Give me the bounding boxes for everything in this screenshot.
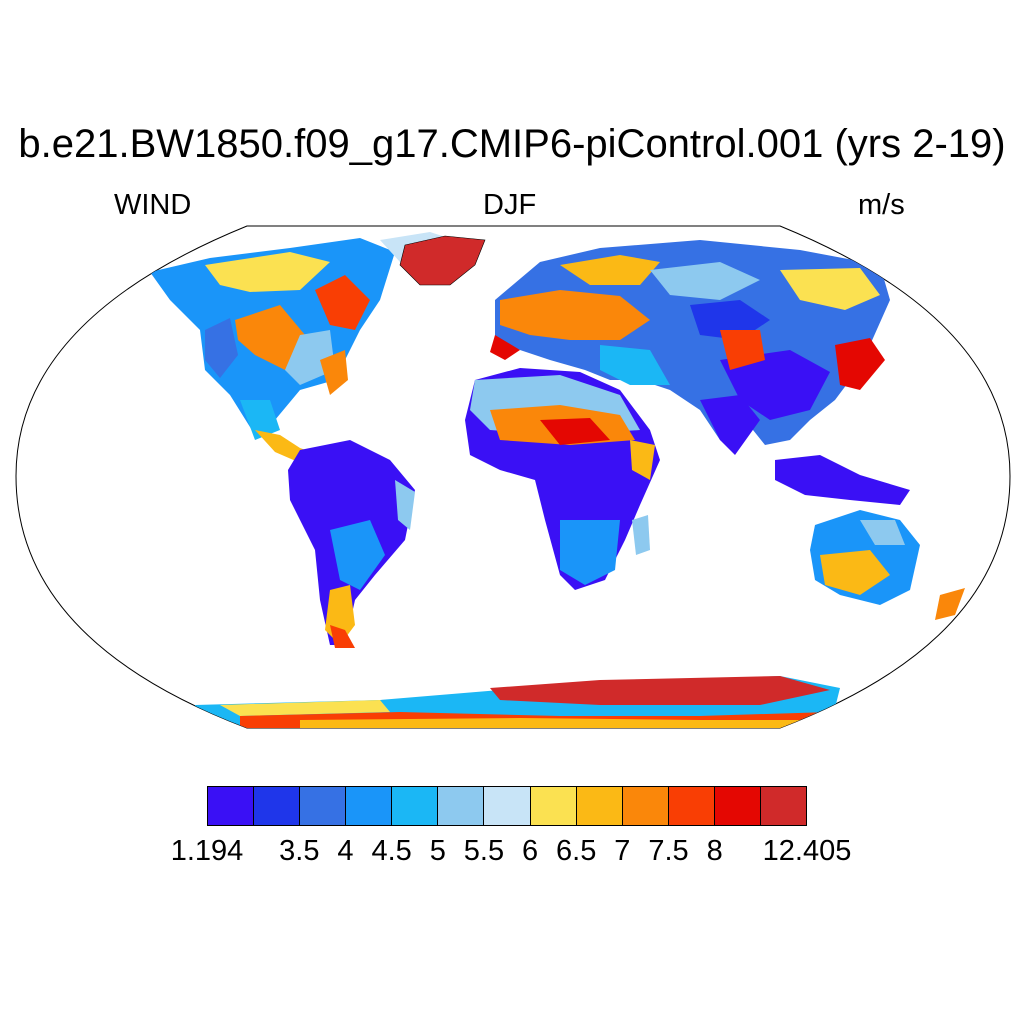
colorbar-box — [392, 787, 439, 825]
colorbar-label: 7 — [614, 835, 631, 867]
colorbar-box — [760, 787, 807, 825]
colorbar-label: 12.405 — [762, 835, 852, 867]
colorbar-label: 7.5 — [648, 835, 689, 867]
colorbar — [207, 786, 807, 826]
variable-label: WIND — [114, 189, 192, 221]
figure-title: b.e21.BW1850.f09_g17.CMIP6-piControl.001… — [18, 122, 1006, 166]
colorbar-box — [438, 787, 485, 825]
colorbar-box — [576, 787, 623, 825]
colorbar-labels: 1.194 3.5 4 4.5 5 5.5 6 6.5 7 7.5 8 12.405 — [0, 835, 1024, 875]
colorbar-box — [622, 787, 669, 825]
colorbar-label: 5.5 — [463, 835, 505, 867]
colorbar-box — [208, 787, 255, 825]
colorbar-box — [484, 787, 531, 825]
north-america — [150, 232, 470, 440]
colorbar-label: 6 — [521, 835, 539, 867]
colorbar-box — [254, 787, 301, 825]
australia — [810, 510, 920, 605]
colorbar-label: 6.5 — [556, 835, 597, 867]
season-label: DJF — [483, 189, 537, 221]
new-zealand — [935, 588, 965, 620]
eurasia — [490, 240, 890, 450]
greenland — [399, 235, 486, 286]
colorbar-label: 8 — [706, 835, 723, 867]
colorbar-box — [668, 787, 715, 825]
maritime-continent — [775, 455, 910, 505]
colorbar-box — [714, 787, 761, 825]
colorbar-label: 4 — [337, 835, 354, 867]
colorbar-box — [300, 787, 347, 825]
antarctica — [195, 676, 840, 728]
colorbar-box — [530, 787, 577, 825]
africa — [465, 368, 660, 590]
colorbar-label: 5 — [429, 835, 446, 867]
india — [700, 395, 760, 455]
madagascar — [632, 515, 650, 555]
colorbar-box — [346, 787, 393, 825]
units-label: m/s — [858, 189, 905, 221]
colorbar-label: 1.194 — [170, 835, 244, 867]
south-america — [288, 440, 415, 648]
colorbar-label: 4.5 — [371, 835, 412, 867]
colorbar-label: 3.5 — [279, 835, 320, 867]
